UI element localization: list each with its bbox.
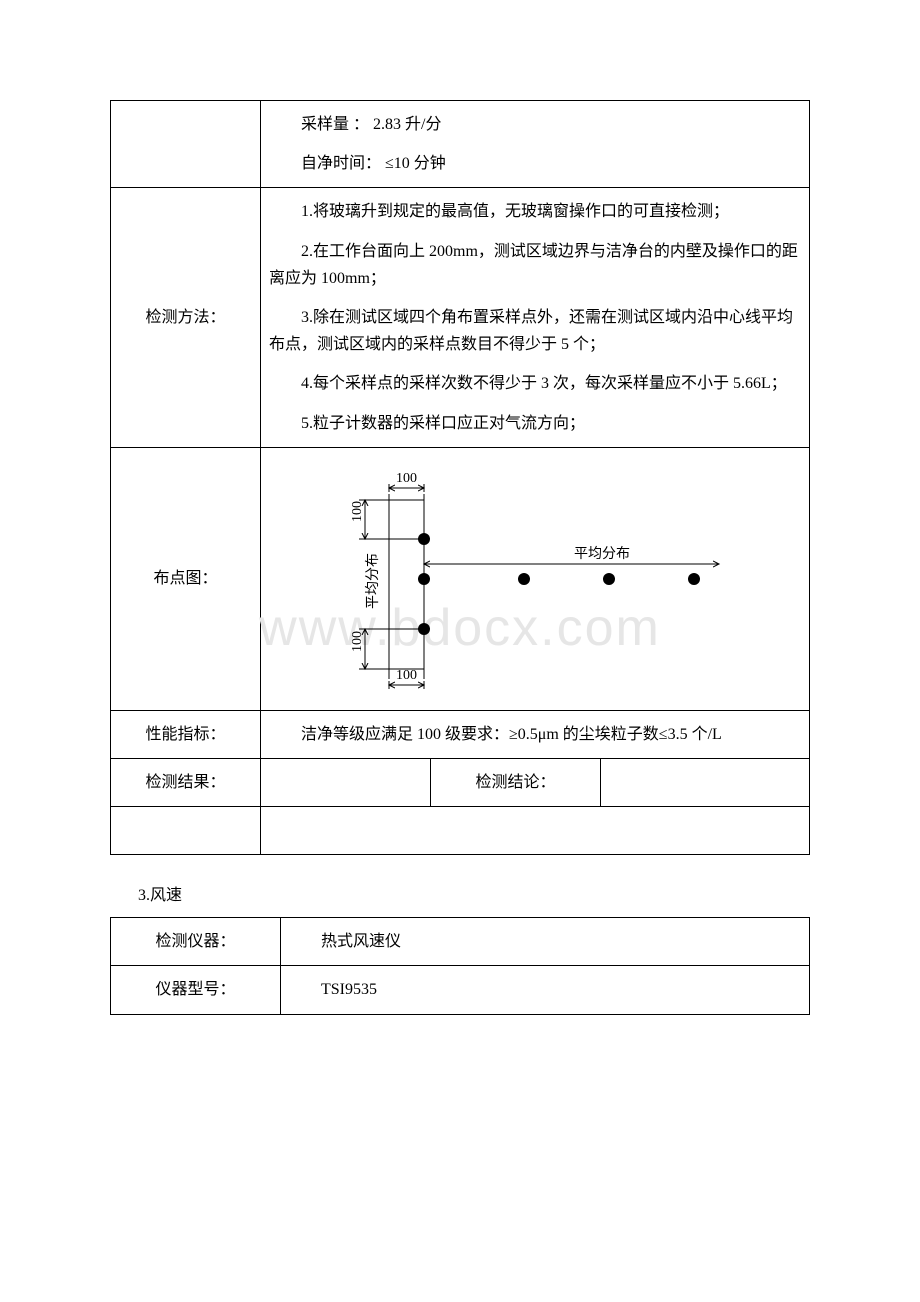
sample-point — [418, 623, 430, 635]
conclusion-value — [601, 758, 810, 806]
table-main: 采样量 ： 2.83 升/分 自净时间： ≤10 分钟 检测方法： 1.将玻璃升… — [110, 100, 810, 855]
method-cell: 1.将玻璃升到规定的最高值，无玻璃窗操作口的可直接检测； 2.在工作台面向上 2… — [261, 188, 810, 447]
instrument-label: 检测仪器： — [111, 918, 281, 966]
method-label: 检测方法： — [111, 188, 261, 447]
sample-point — [603, 573, 615, 585]
conclusion-label: 检测结论： — [431, 758, 601, 806]
layout-label: 布点图： — [111, 447, 261, 710]
result-value — [261, 758, 431, 806]
spec-cell: 洁净等级应满足 100 级要求：≥0.5μm 的尘埃粒子数≤3.5 个/L — [261, 710, 810, 758]
table-row: 布点图： — [111, 447, 810, 710]
method-p4: 4.每个采样点的采样次数不得少于 3 次，每次采样量应不小于 5.66L； — [269, 370, 801, 397]
sample-point — [518, 573, 530, 585]
empty-cell — [111, 807, 261, 855]
spec-text: 洁净等级应满足 100 级要求：≥0.5μm 的尘埃粒子数≤3.5 个/L — [269, 721, 801, 748]
layout-diagram: 100 100 \n 100 — [299, 464, 739, 694]
model-value: TSI9535 — [281, 966, 810, 1014]
section-heading: 3.风速 — [138, 881, 810, 905]
layout-cell: 100 100 \n 100 — [261, 447, 810, 710]
sample-point — [418, 573, 430, 585]
dim-top: 100 — [396, 471, 417, 486]
table-wind: 检测仪器： 热式风速仪 仪器型号： TSI9535 — [110, 917, 810, 1014]
empty-cell — [261, 807, 810, 855]
sample-point — [418, 533, 430, 545]
model-value-text: TSI9535 — [289, 976, 801, 1003]
method-p5: 5.粒子计数器的采样口应正对气流方向； — [269, 410, 801, 437]
dist-vertical-label: 平均分布 — [365, 553, 381, 609]
method-p3: 3.除在测试区域四个角布置采样点外，还需在测试区域内沿中心线平均布点，测试区域内… — [269, 304, 801, 358]
params-cell: 采样量 ： 2.83 升/分 自净时间： ≤10 分钟 — [261, 101, 810, 188]
instrument-value: 热式风速仪 — [281, 918, 810, 966]
params-label-cell — [111, 101, 261, 188]
selfclean-text: 自净时间： ≤10 分钟 — [269, 150, 801, 177]
table-row: 检测方法： 1.将玻璃升到规定的最高值，无玻璃窗操作口的可直接检测； 2.在工作… — [111, 188, 810, 447]
dim-bottom: 100 — [396, 668, 417, 683]
instrument-value-text: 热式风速仪 — [289, 928, 801, 955]
sampling-text: 采样量 ： 2.83 升/分 — [269, 111, 801, 138]
sample-point — [688, 573, 700, 585]
table-row: 检测仪器： 热式风速仪 — [111, 918, 810, 966]
table-row: 仪器型号： TSI9535 — [111, 966, 810, 1014]
dim-left-bottom: 100 — [350, 631, 365, 652]
method-p2: 2.在工作台面向上 200mm，测试区域边界与洁净台的内壁及操作口的距离应为 1… — [269, 238, 801, 292]
result-label: 检测结果： — [111, 758, 261, 806]
table-row — [111, 807, 810, 855]
method-p1: 1.将玻璃升到规定的最高值，无玻璃窗操作口的可直接检测； — [269, 198, 801, 225]
table-row: 检测结果： 检测结论： — [111, 758, 810, 806]
table-row: 采样量 ： 2.83 升/分 自净时间： ≤10 分钟 — [111, 101, 810, 188]
spec-label: 性能指标： — [111, 710, 261, 758]
dist-horizontal-label: 平均分布 — [574, 546, 630, 562]
table-row: 性能指标： 洁净等级应满足 100 级要求：≥0.5μm 的尘埃粒子数≤3.5 … — [111, 710, 810, 758]
dim-left-top: 100 — [350, 501, 365, 522]
model-label: 仪器型号： — [111, 966, 281, 1014]
